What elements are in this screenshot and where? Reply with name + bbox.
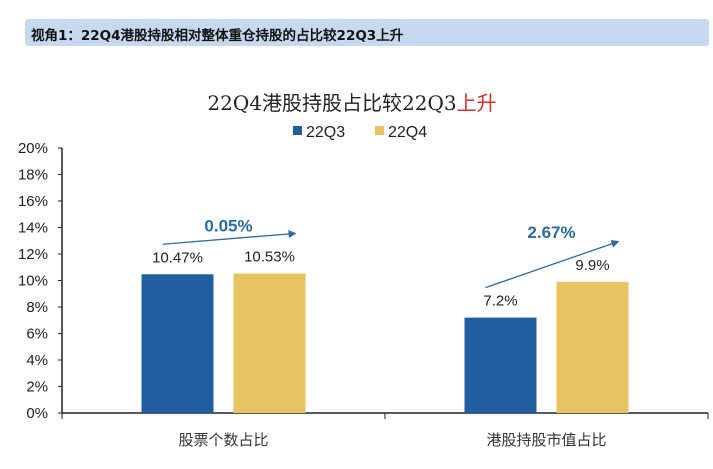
data-label: 7.2% bbox=[483, 293, 517, 310]
y-tick-label: 6% bbox=[26, 326, 48, 343]
y-tick-label: 8% bbox=[26, 299, 48, 316]
x-category-label: 港股持股市值占比 bbox=[486, 431, 606, 449]
chart-title-highlight: 上升 bbox=[457, 91, 497, 115]
bar-22Q4 bbox=[556, 281, 629, 413]
legend: 22Q3 22Q4 bbox=[293, 124, 427, 141]
y-tick-label: 14% bbox=[18, 220, 48, 237]
data-label: 9.9% bbox=[575, 257, 609, 274]
legend-swatch-22Q3 bbox=[293, 126, 302, 135]
y-tick-label: 16% bbox=[18, 193, 48, 210]
change-arrow bbox=[162, 229, 297, 245]
chart-title: 22Q4港股持股占比较22Q3上升 bbox=[207, 91, 496, 115]
y-tick-label: 4% bbox=[26, 352, 48, 369]
y-tick-label: 20% bbox=[18, 140, 48, 157]
y-tick-label: 0% bbox=[26, 405, 48, 422]
y-tick-label: 18% bbox=[18, 167, 48, 184]
bars: 10.47% 10.53% 0.05% 7.2% 9.9%2.67% bbox=[141, 216, 629, 413]
bar-22Q3 bbox=[141, 274, 214, 413]
section-header: 视角1：22Q4港股持股相对整体重仓持股的占比较22Q3上升 bbox=[25, 19, 709, 46]
bar-22Q4 bbox=[233, 273, 306, 413]
x-category-label: 股票个数占比 bbox=[178, 431, 268, 449]
y-axis: 0% 2% 4% 6% 8% 10% 12% 14% 16% 18% 20% 股票个数占比 港股持股市值… bbox=[18, 140, 709, 449]
change-annotation: 2.67% bbox=[527, 223, 575, 242]
chart-title-main: 22Q4港股持股占比较22Q3 bbox=[207, 91, 456, 115]
legend-swatch-22Q4 bbox=[375, 126, 384, 135]
y-tick-label: 12% bbox=[18, 246, 48, 263]
y-tick-label: 10% bbox=[18, 273, 48, 290]
y-tick-label: 2% bbox=[26, 379, 48, 396]
change-arrow bbox=[485, 240, 620, 289]
change-annotation: 0.05% bbox=[204, 216, 252, 235]
section-header-text: 视角1：22Q4港股持股相对整体重仓持股的占比较22Q3上升 bbox=[31, 28, 404, 44]
legend-label: 22Q4 bbox=[388, 124, 427, 141]
data-label: 10.53% bbox=[244, 248, 295, 265]
bar-22Q3 bbox=[464, 317, 537, 413]
legend-label: 22Q3 bbox=[306, 124, 345, 141]
data-label: 10.47% bbox=[152, 249, 203, 266]
